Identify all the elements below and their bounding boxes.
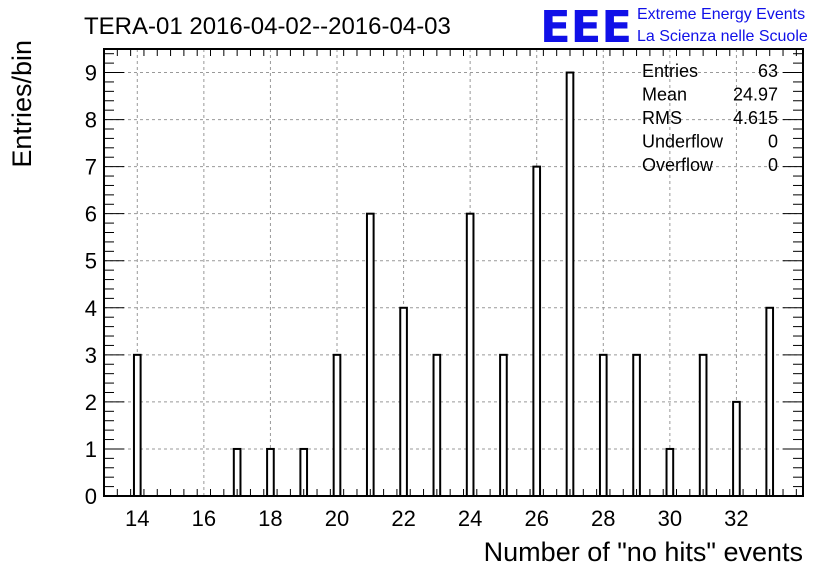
x-tick-label: 28: [591, 506, 615, 531]
y-tick-label: 0: [85, 484, 97, 509]
histogram-bar: [598, 353, 608, 497]
stats-box: Entries 63 Mean 24.97 RMS 4.615 Underflow 0 Over…: [642, 61, 778, 175]
y-axis-label: Entries/bin: [7, 40, 37, 168]
x-tick-label: 32: [724, 506, 748, 531]
histogram-bar: [698, 353, 708, 497]
x-tick-label: 20: [325, 506, 349, 531]
stats-value: 24.97: [733, 85, 778, 105]
histogram-bars: [132, 71, 775, 498]
stats-value: 0: [768, 132, 778, 152]
histogram-bar: [499, 353, 508, 497]
x-tick-label: 16: [192, 506, 216, 531]
histogram-bar: [332, 353, 342, 497]
x-tick-label: 18: [258, 506, 282, 531]
stats-label: RMS: [642, 108, 682, 128]
y-tick-label: 8: [85, 108, 97, 133]
histogram-bar: [232, 447, 242, 497]
plot-frame: [103, 48, 804, 497]
histogram-bar: [299, 447, 309, 497]
eee-logo: EEE Extreme Energy Events La Scienza nel…: [540, 2, 808, 53]
grid-lines: [104, 49, 803, 497]
eee-logo-line1: Extreme Energy Events: [637, 6, 805, 23]
x-axis-label: Number of "no hits" events: [484, 537, 803, 567]
histogram-bar: [365, 212, 375, 497]
y-tick-label: 9: [85, 61, 97, 86]
axes: [103, 48, 804, 497]
stats-label: Entries: [642, 61, 698, 81]
tick-labels: 14 16 18 20 22 24 26 28 30 32 0 1 2 3 4 5 6 7 8 9: [85, 61, 749, 531]
stats-value: 63: [758, 61, 778, 81]
x-tick-label: 22: [391, 506, 415, 531]
x-tick-label: 14: [125, 506, 149, 531]
y-tick-label: 5: [85, 249, 97, 274]
histogram-bar: [565, 71, 575, 498]
x-tick-label: 24: [458, 506, 482, 531]
histogram-bar: [266, 447, 275, 497]
y-tick-label: 6: [85, 202, 97, 227]
stats-label: Overflow: [642, 155, 714, 175]
histogram-bar: [532, 165, 542, 497]
eee-logo-line2: La Scienza nelle Scuole: [637, 28, 808, 45]
y-tick-label: 1: [85, 437, 97, 462]
y-tick-label: 2: [85, 390, 97, 415]
eee-logo-letters: EEE: [540, 2, 632, 53]
histogram-bar: [399, 306, 408, 497]
x-tick-label: 30: [658, 506, 682, 531]
y-tick-label: 3: [85, 343, 97, 368]
histogram-bar: [765, 306, 775, 497]
histogram-bar: [632, 353, 641, 497]
stats-value: 0: [768, 155, 778, 175]
histogram-bar: [665, 447, 675, 497]
y-tick-label: 4: [85, 296, 97, 321]
histogram-bar: [132, 353, 142, 497]
stats-value: 4.615: [733, 108, 778, 128]
histogram-bar: [732, 400, 741, 498]
histogram-bar: [432, 353, 442, 497]
chart-title: TERA-01 2016-04-02--2016-04-03: [84, 13, 451, 40]
stats-label: Mean: [642, 85, 687, 105]
histogram-bar: [465, 212, 475, 497]
y-tick-label: 7: [85, 155, 97, 180]
x-tick-label: 26: [524, 506, 548, 531]
stats-label: Underflow: [642, 132, 724, 152]
